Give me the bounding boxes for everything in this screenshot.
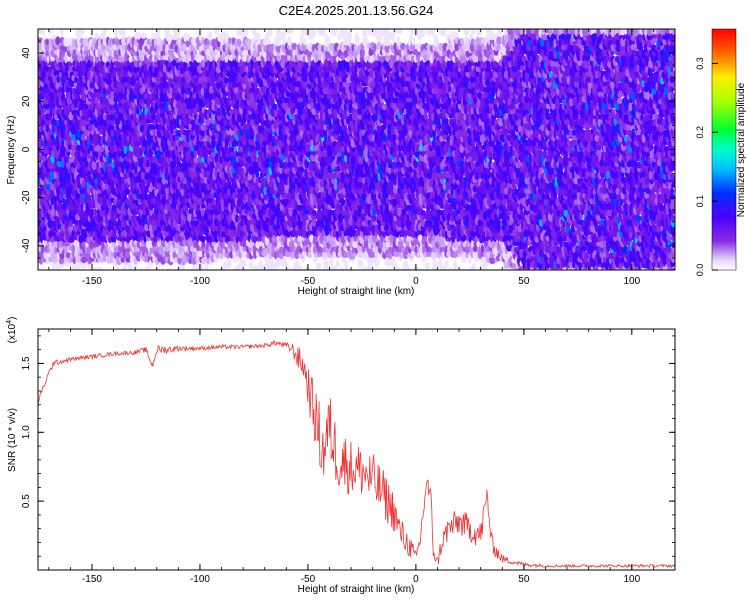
spectrogram-cell bbox=[65, 161, 71, 169]
spectrogram-cell bbox=[49, 230, 56, 237]
spectrogram-cell bbox=[64, 54, 68, 64]
spectrogram-cell bbox=[242, 49, 248, 57]
spectrogram-cell bbox=[55, 36, 61, 46]
spectrogram-cell bbox=[122, 265, 127, 270]
spectrogram-cell bbox=[51, 251, 56, 258]
spectrogram-cell bbox=[315, 262, 322, 270]
spectrogram-cell bbox=[38, 29, 43, 35]
spectrogram-cell bbox=[57, 232, 64, 242]
spectrogram-cell bbox=[76, 266, 82, 270]
spectrogram-cell bbox=[55, 165, 62, 174]
spectrogram-cell bbox=[59, 29, 64, 36]
spectrogram-cell bbox=[40, 244, 45, 254]
spectrogram-cell bbox=[50, 235, 55, 243]
spectrogram-cell bbox=[224, 76, 229, 85]
spectrogram-cell bbox=[76, 261, 83, 268]
spectrogram-cell bbox=[43, 250, 49, 260]
spectrogram-cell bbox=[248, 261, 254, 269]
spectrogram-cell bbox=[63, 37, 68, 47]
spectrogram-cell bbox=[207, 31, 213, 41]
spectrogram-cell bbox=[321, 29, 326, 36]
spectrogram-cell bbox=[86, 194, 92, 201]
spectrogram-cell bbox=[332, 29, 338, 34]
spectrogram-cell bbox=[255, 32, 261, 40]
spectrogram-cell bbox=[74, 76, 79, 83]
spectrogram-cell bbox=[76, 129, 81, 139]
spectrogram-cell bbox=[212, 198, 216, 206]
spectrogram-cell bbox=[77, 44, 82, 53]
spectrogram-cell bbox=[335, 260, 340, 268]
spectrogram-cell bbox=[302, 38, 307, 46]
spectrogram-cell bbox=[120, 29, 126, 37]
spectrogram-cell bbox=[75, 219, 79, 227]
spectrogram-cell bbox=[208, 87, 214, 94]
spectrogram-cell bbox=[41, 29, 45, 36]
spectrogram-cell bbox=[125, 188, 131, 196]
spectrogram-cell bbox=[53, 119, 58, 127]
spectrogram-cell bbox=[339, 266, 344, 270]
spectrogram-cell bbox=[252, 265, 259, 270]
spectrogram-cell bbox=[64, 71, 69, 78]
spectrogram-cell bbox=[266, 37, 271, 45]
spectrogram-cell bbox=[61, 149, 67, 158]
spectrogram-cell bbox=[323, 259, 329, 268]
spectrogram-cell bbox=[38, 42, 43, 51]
spectrogram-cell bbox=[45, 50, 50, 57]
spectrogram-cell bbox=[166, 267, 170, 270]
spectrogram-cell bbox=[214, 29, 219, 36]
spectrogram-cell bbox=[235, 213, 239, 223]
spectrogram-cell bbox=[128, 265, 134, 270]
spectrogram-cell bbox=[50, 134, 55, 141]
spectrogram-cell bbox=[267, 29, 273, 37]
spectrogram-cell bbox=[303, 266, 310, 270]
spectrogram-cell bbox=[288, 29, 294, 34]
spectrogram-cell bbox=[252, 49, 257, 58]
spectrogram-cell bbox=[45, 38, 50, 46]
spectrogram-cell bbox=[42, 197, 48, 206]
spectrogram-cell bbox=[154, 266, 161, 270]
spectrogram-cell bbox=[177, 161, 182, 168]
spectrogram-cell bbox=[49, 181, 56, 191]
spectrogram-cell bbox=[74, 180, 79, 191]
figure-title: C2E4.2025.201.13.56.G24 bbox=[279, 3, 434, 18]
spectrogram-cell bbox=[240, 258, 247, 268]
spectrogram-cell bbox=[227, 96, 231, 105]
spectrogram-cell bbox=[68, 87, 73, 94]
spectrogram-cell bbox=[61, 92, 66, 101]
spectrogram-cell bbox=[93, 208, 97, 216]
spectrogram-cell bbox=[68, 219, 74, 227]
spectrogram-cell bbox=[141, 32, 147, 39]
spectrogram-cell bbox=[74, 206, 79, 215]
spectrogram-cell bbox=[51, 267, 56, 270]
spectrogram-cell bbox=[225, 258, 232, 269]
spectrogram-cell bbox=[139, 267, 143, 270]
spectrogram-cell bbox=[45, 44, 50, 51]
spectrogram-cell bbox=[66, 252, 71, 259]
spectrogram-cell bbox=[237, 38, 242, 47]
spectrogram-cell bbox=[71, 38, 76, 48]
spectrogram-cell bbox=[200, 235, 206, 243]
spectrogram-cell bbox=[94, 33, 100, 40]
spectrogram-cell bbox=[42, 238, 48, 246]
spectrogram-cells bbox=[38, 29, 675, 270]
spectrogram-cell bbox=[144, 192, 149, 201]
